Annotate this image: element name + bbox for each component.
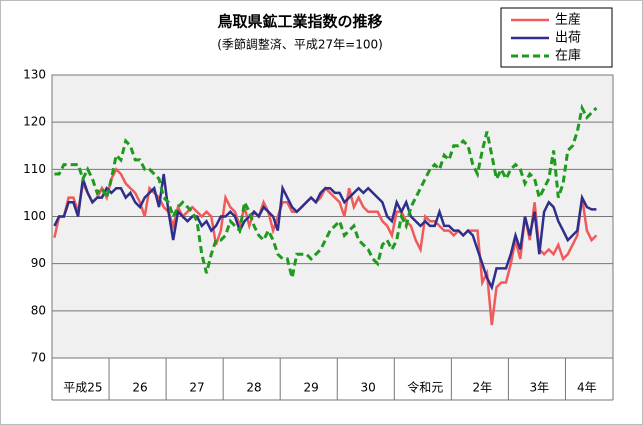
- y-tick-label: 70: [31, 351, 46, 365]
- x-tick-label: 平成25: [63, 381, 102, 395]
- x-tick-label: 26: [132, 381, 147, 395]
- x-tick-label: 29: [303, 381, 318, 395]
- chart-subtitle: (季節調整済、平成27年=100): [217, 37, 383, 52]
- y-tick-label: 80: [31, 303, 46, 317]
- series-line: [54, 103, 598, 279]
- y-tick-label: 120: [23, 115, 46, 129]
- x-tick-label: 令和元: [407, 380, 443, 395]
- x-tick-label: 28: [246, 381, 261, 395]
- x-tick-label: 2年: [472, 381, 492, 395]
- x-tick-label: 4年: [577, 381, 597, 395]
- y-tick-label: 110: [23, 162, 46, 176]
- series-line: [53, 173, 597, 291]
- x-tick-label: 3年: [529, 381, 549, 395]
- legend-label: 生産: [555, 12, 581, 28]
- y-tick-label: 90: [31, 256, 46, 270]
- legend-label: 出荷: [555, 31, 581, 46]
- y-tick-label: 130: [23, 68, 46, 82]
- x-tick-label: 30: [361, 381, 376, 395]
- chart-title: 鳥取県鉱工業指数の推移: [217, 13, 382, 31]
- x-tick-label: 27: [189, 381, 204, 395]
- legend-label: 在庫: [555, 49, 581, 64]
- y-tick-label: 100: [23, 209, 46, 223]
